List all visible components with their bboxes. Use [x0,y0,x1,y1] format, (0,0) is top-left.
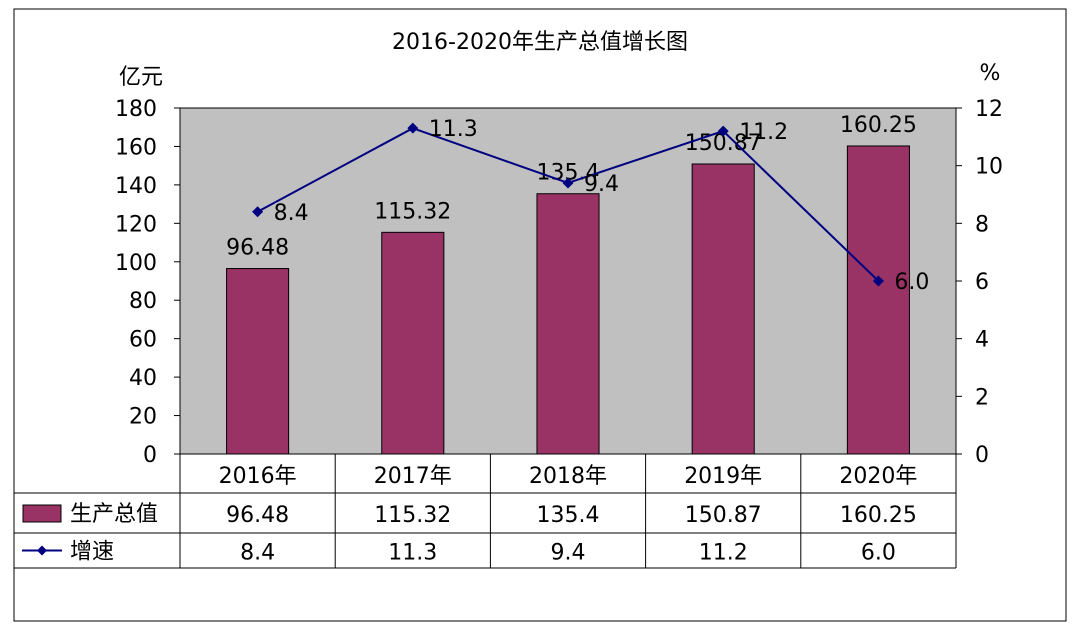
line-value-label: 11.3 [429,117,478,142]
left-tick-label: 0 [143,443,157,468]
table-cell: 6.0 [861,541,896,566]
left-tick-label: 160 [115,135,157,160]
table-cell: 160.25 [840,503,917,528]
legend-line-marker [37,545,47,556]
right-tick-label: 2 [975,385,989,410]
table-cell: 96.48 [226,503,289,528]
line-value-label: 11.2 [739,120,788,145]
data-table: 2016年 2017年 2018年 2019年 2020年生产总值 96.48 115.32… [13,454,957,569]
legend-line-label: 增速 [70,540,114,565]
right-tick-label: 0 [975,443,989,468]
left-tick-label: 140 [115,174,157,199]
category-label: 2017年 [374,464,452,489]
left-tick-label: 120 [115,212,157,237]
bar-value-label: 115.32 [374,199,451,224]
right-tick-label: 10 [975,155,1003,180]
right-tick-label: 6 [975,270,989,295]
left-axis: 0 20 40 60 80 100 120 140 160 180 [115,97,180,468]
right-axis: 0 2 4 6 8 10 12 [956,97,1003,468]
bar [381,231,445,455]
legend-bar-swatch [22,504,62,523]
line-value-label: 6.0 [894,270,929,295]
line-value-label: 9.4 [584,172,619,197]
category-label: 2019年 [684,464,762,489]
left-tick-label: 20 [129,405,157,430]
table-cell: 11.2 [699,541,748,566]
legend-bar-label: 生产总值 [70,502,158,527]
category-label: 2020年 [839,464,917,489]
left-tick-label: 100 [115,251,157,276]
line-point [562,177,574,189]
chart-title: 2016-2020年生产总值增长图 [392,30,688,55]
left-axis-unit: 亿元 [119,65,163,90]
left-tick-label: 180 [115,97,157,122]
table-cell: 150.87 [685,503,762,528]
left-tick-label: 60 [129,328,157,353]
bar-value-label: 160.25 [840,113,917,138]
bar [691,163,755,455]
bar [226,268,290,455]
category-label: 2016年 [219,464,297,489]
right-tick-label: 12 [975,97,1003,122]
category-label: 2018年 [529,464,607,489]
bar [536,193,600,455]
left-tick-label: 40 [129,366,157,391]
line-point [717,125,729,137]
right-tick-label: 8 [975,212,989,237]
line-point [252,206,264,218]
line-point [407,122,419,134]
table-cell: 115.32 [374,503,451,528]
table-cell: 135.4 [537,503,600,528]
left-tick-label: 80 [129,289,157,314]
bar-value-label: 96.48 [226,236,289,261]
right-tick-label: 4 [975,328,989,353]
table-cell: 9.4 [551,541,586,566]
line-series: 8.4 11.3 9.4 11.2 6.0 [252,117,929,295]
table-cell: 8.4 [240,541,275,566]
right-axis-unit: % [980,61,1001,86]
line-point [872,275,884,287]
table-cell: 11.3 [388,541,437,566]
bar [846,145,910,455]
line-value-label: 8.4 [274,201,309,226]
